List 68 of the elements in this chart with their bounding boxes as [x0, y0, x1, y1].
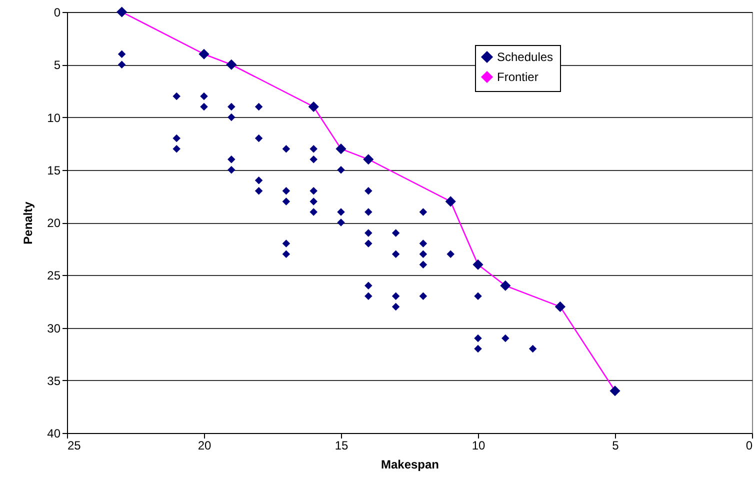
y-tick-label: 40 [47, 426, 61, 440]
point [310, 208, 318, 216]
legend-label: Schedules [497, 50, 554, 64]
point [528, 344, 537, 353]
y-tick-label: 15 [47, 163, 61, 178]
point [254, 187, 263, 195]
x-tick-label: 0 [746, 438, 753, 452]
point [118, 50, 126, 58]
point [228, 166, 236, 174]
point [419, 240, 428, 248]
point [282, 250, 290, 258]
y-tick-label: 0 [54, 6, 61, 20]
point [172, 92, 180, 100]
y-axis-title: Penalty [21, 201, 36, 244]
y-tick-label: 25 [47, 268, 61, 283]
point [254, 134, 263, 142]
point [502, 334, 510, 342]
x-tick-label: 10 [472, 438, 486, 452]
point [474, 344, 482, 353]
point [392, 292, 400, 300]
point [228, 155, 236, 164]
point [446, 250, 454, 258]
point [474, 292, 482, 300]
point [364, 292, 372, 300]
x-tick-label: 5 [612, 438, 620, 452]
point [228, 113, 236, 122]
point [310, 144, 318, 153]
point [310, 187, 318, 195]
point [364, 229, 372, 237]
point [337, 218, 345, 226]
point [419, 292, 428, 300]
point [282, 198, 290, 206]
legend-label: Frontier [497, 70, 538, 84]
point [392, 302, 400, 311]
point [254, 102, 263, 111]
point [337, 166, 345, 174]
point [200, 102, 208, 111]
y-tick-label: 5 [54, 58, 61, 72]
point [419, 250, 428, 258]
y-tick-label: 10 [47, 110, 61, 125]
y-tick-label: 30 [47, 321, 61, 336]
point [364, 208, 372, 216]
point [282, 144, 290, 153]
point [282, 187, 290, 195]
x-tick-label: 25 [68, 438, 82, 452]
point [172, 144, 180, 153]
point [392, 229, 400, 237]
point [364, 187, 372, 195]
x-axis-title: Makespan [380, 458, 440, 472]
point [337, 208, 345, 216]
point [364, 282, 372, 290]
point [392, 250, 400, 258]
point [419, 260, 428, 268]
point [474, 334, 482, 342]
point [310, 198, 318, 206]
point [310, 155, 318, 164]
point [172, 134, 180, 142]
y-tick-label: 35 [47, 374, 61, 388]
point [254, 176, 263, 184]
x-tick-label: 15 [334, 438, 348, 452]
x-tick-label: 20 [198, 438, 212, 452]
point [282, 240, 290, 248]
point [200, 92, 208, 100]
y-tick-label: 20 [47, 216, 61, 230]
point [419, 208, 428, 216]
point [364, 240, 372, 248]
point [118, 60, 126, 68]
point [228, 102, 236, 111]
